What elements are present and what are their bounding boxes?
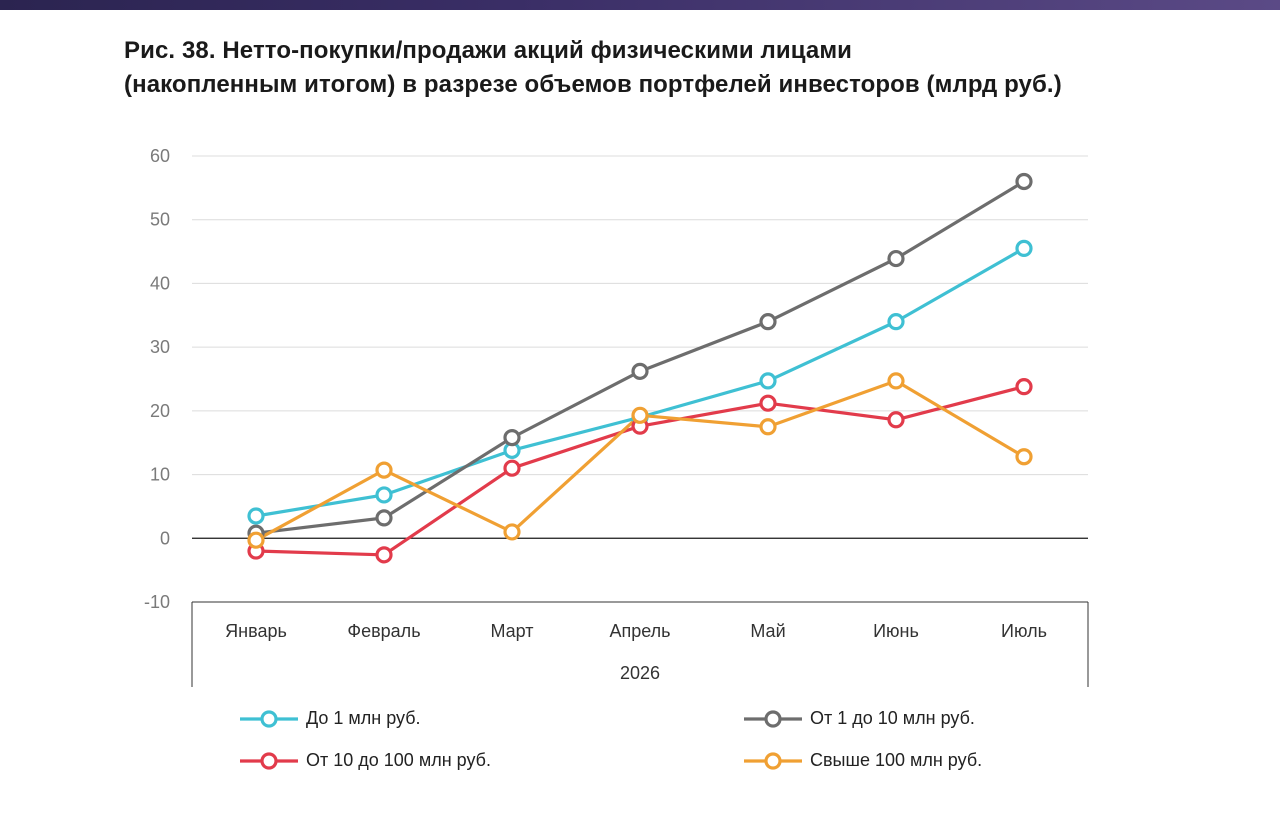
x-category-label: Февраль bbox=[347, 621, 420, 641]
x-axis-category-labels: Январь Февраль Март Апрель Май Июнь Июль 2026 bbox=[225, 621, 1047, 683]
series-2-point bbox=[759, 313, 777, 331]
series-4-point bbox=[503, 523, 521, 541]
y-tick-label: 20 bbox=[150, 401, 170, 421]
series-1-point bbox=[759, 372, 777, 390]
y-tick-label: -10 bbox=[144, 592, 170, 612]
series-1-point bbox=[887, 313, 905, 331]
x-category-label: Июль bbox=[1001, 621, 1047, 641]
y-tick-label: 50 bbox=[150, 210, 170, 230]
legend-item-2: От 1 до 10 млн руб. bbox=[742, 708, 975, 729]
legend-item-3: От 10 до 100 млн руб. bbox=[238, 750, 491, 771]
series-3-point bbox=[375, 546, 393, 564]
axes bbox=[191, 537, 1089, 687]
series-4-point bbox=[759, 418, 777, 436]
y-tick-label: 0 bbox=[160, 528, 170, 548]
x-category-label: Апрель bbox=[609, 621, 670, 641]
series-4-point bbox=[375, 461, 393, 479]
x-category-label: Июнь bbox=[873, 621, 919, 641]
series-line-4 bbox=[254, 379, 1026, 542]
series-3-point bbox=[887, 411, 905, 429]
legend-swatch bbox=[744, 709, 802, 728]
legend-swatch bbox=[240, 751, 298, 770]
series-lines bbox=[247, 172, 1033, 564]
series-4-point bbox=[247, 531, 265, 549]
legend-swatch bbox=[744, 751, 802, 770]
legend: До 1 млн руб. От 1 до 10 млн руб. От 10 до… bbox=[238, 708, 1058, 788]
legend-item-1: До 1 млн руб. bbox=[238, 708, 421, 729]
series-2-point bbox=[503, 429, 521, 447]
x-category-label: Март bbox=[490, 621, 533, 641]
series-2-point bbox=[887, 249, 905, 268]
series-2-point bbox=[375, 509, 393, 527]
legend-label: Свыше 100 млн руб. bbox=[810, 750, 983, 770]
chart-title: Рис. 38. Нетто-покупки/продажи акций физ… bbox=[124, 34, 1174, 102]
y-tick-label: 30 bbox=[150, 337, 170, 357]
series-1-point bbox=[1015, 239, 1033, 257]
series-2-point bbox=[1015, 172, 1033, 191]
x-category-group-label: 2026 bbox=[620, 663, 660, 683]
y-tick-label: 60 bbox=[150, 146, 170, 166]
y-tick-label: 40 bbox=[150, 273, 170, 293]
x-category-label: Январь bbox=[225, 621, 287, 641]
legend-label: До 1 млн руб. bbox=[306, 708, 421, 728]
series-1-point bbox=[247, 507, 265, 525]
series-2-point bbox=[631, 362, 649, 380]
legend-item-4: Свыше 100 млн руб. bbox=[742, 750, 982, 771]
series-4-point bbox=[887, 372, 905, 390]
chart-title-line-2: (накопленным итогом) в разрезе объемов п… bbox=[124, 71, 1062, 98]
series-line-2 bbox=[254, 179, 1026, 535]
series-4-point bbox=[1015, 448, 1033, 466]
series-4-point bbox=[631, 406, 649, 424]
series-3-point bbox=[503, 459, 521, 477]
legend-swatch bbox=[240, 709, 298, 728]
series-3-point bbox=[1015, 378, 1033, 396]
header-band bbox=[0, 0, 1280, 10]
x-category-label: Май bbox=[750, 621, 785, 641]
legend-label: От 10 до 100 млн руб. bbox=[306, 750, 491, 770]
series-1-point bbox=[375, 486, 393, 504]
chart-title-line-1: Рис. 38. Нетто-покупки/продажи акций физ… bbox=[124, 37, 853, 64]
y-axis-tick-labels: -10 0 10 20 30 40 50 60 bbox=[144, 146, 170, 612]
legend-label: От 1 до 10 млн руб. bbox=[810, 708, 975, 728]
y-tick-label: 10 bbox=[150, 465, 170, 485]
series-3-point bbox=[759, 394, 777, 412]
